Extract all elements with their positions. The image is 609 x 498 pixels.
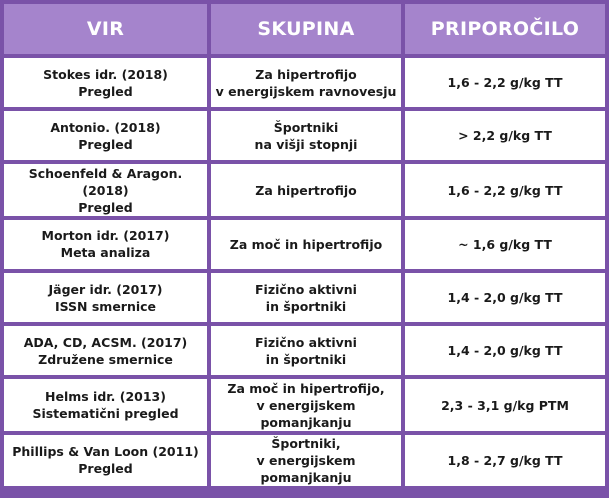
cell-source: Phillips & Van Loon (2011) Pregled — [4, 434, 207, 486]
cell-group-line: v energijskem pomanjkanju — [256, 397, 356, 430]
header-group: SKUPINA — [211, 4, 401, 54]
table-row: Helms idr. (2013) Sistematični pregled Za … — [4, 379, 605, 431]
cell-recommendation: 1,4 - 2,0 g/kg TT — [405, 326, 605, 376]
cell-source-line: Schoenfeld & Aragon. (2018) — [28, 165, 183, 198]
cell-source-line: Phillips & Van Loon (2011) — [12, 444, 199, 460]
cell-group: Za hipertrofijo v energijskem ravnovesju — [211, 58, 401, 108]
cell-source-line: Pregled — [78, 199, 133, 215]
cell-source: Helms idr. (2013) Sistematični pregled — [4, 379, 207, 431]
cell-group-line: Za hipertrofijo — [255, 66, 357, 82]
cell-group: Za hipertrofijo — [211, 164, 401, 216]
cell-recommendation: 1,4 - 2,0 g/kg TT — [405, 272, 605, 323]
header-row: VIR SKUPINA PRIPOROČILO — [4, 4, 605, 54]
cell-group: Fizično aktivni in športniki — [211, 272, 401, 323]
table-row: Phillips & Van Loon (2011) Pregled Športni… — [4, 434, 605, 486]
cell-source: Stokes idr. (2018) Pregled — [4, 58, 207, 108]
cell-group-line: Fizično aktivni — [255, 334, 357, 350]
cell-source-line: Združene smernice — [38, 351, 173, 367]
cell-source-line: Helms idr. (2013) — [45, 389, 166, 405]
cell-group: Za moč in hipertrofijo, v energijskem pom… — [211, 379, 401, 431]
header-recommendation: PRIPOROČILO — [405, 4, 605, 54]
cell-group-line: in športniki — [265, 351, 347, 367]
table-row: Jäger idr. (2017) ISSN smernice Fizično ak… — [4, 272, 605, 323]
cell-source-line: Antonio. (2018) — [50, 119, 161, 135]
cell-source: Antonio. (2018) Pregled — [4, 111, 207, 161]
cell-source-line: Sistematični pregled — [32, 406, 179, 422]
cell-group-line: Za hipertrofijo — [255, 182, 357, 198]
cell-group-line: v energijskem pomanjkanju — [256, 452, 356, 485]
table-row: Antonio. (2018) Pregled Športniki na višji … — [4, 111, 605, 161]
cell-group: Fizično aktivni in športniki — [211, 326, 401, 376]
table-row: ADA, CD, ACSM. (2017) Združene smernice Fi… — [4, 326, 605, 376]
cell-source-line: Morton idr. (2017) — [41, 228, 170, 244]
cell-group-line: Fizično aktivni — [255, 281, 357, 297]
cell-recommendation: > 2,2 g/kg TT — [405, 111, 605, 161]
cell-group-line: Športniki, — [271, 435, 341, 451]
cell-recommendation: ~ 1,6 g/kg TT — [405, 219, 605, 269]
cell-source-line: Pregled — [78, 83, 133, 99]
cell-group-line: Za moč in hipertrofijo — [229, 236, 383, 252]
cell-source: ADA, CD, ACSM. (2017) Združene smernice — [4, 326, 207, 376]
cell-source-line: Meta analiza — [60, 245, 151, 261]
table-row: Morton idr. (2017) Meta analiza Za moč in … — [4, 219, 605, 269]
cell-source-line: Jäger idr. (2017) — [48, 281, 163, 297]
cell-source: Morton idr. (2017) Meta analiza — [4, 219, 207, 269]
cell-group-line: in športniki — [265, 298, 347, 314]
table-row: Schoenfeld & Aragon. (2018) Pregled Za hip… — [4, 164, 605, 216]
cell-group-line: Športniki — [273, 119, 339, 135]
cell-source-line: Pregled — [78, 461, 133, 477]
cell-group-line: Za moč in hipertrofijo, — [227, 380, 385, 396]
cell-group: Športniki, v energijskem pomanjkanju — [211, 434, 401, 486]
cell-group: Za moč in hipertrofijo — [211, 219, 401, 269]
cell-source: Jäger idr. (2017) ISSN smernice — [4, 272, 207, 323]
cell-source-line: Stokes idr. (2018) — [43, 66, 168, 82]
cell-source-line: ADA, CD, ACSM. (2017) — [23, 334, 188, 350]
cell-group: Športniki na višji stopnji — [211, 111, 401, 161]
cell-recommendation: 1,8 - 2,7 g/kg TT — [405, 434, 605, 486]
cell-group-line: na višji stopnji — [254, 136, 358, 152]
header-source: VIR — [4, 4, 207, 54]
cell-source-line: Pregled — [78, 136, 133, 152]
cell-recommendation: 1,6 - 2,2 g/kg TT — [405, 164, 605, 216]
table-row: Stokes idr. (2018) Pregled Za hipertrofijo… — [4, 58, 605, 108]
cell-group-line: v energijskem ravnovesju — [215, 83, 397, 99]
cell-source: Schoenfeld & Aragon. (2018) Pregled — [4, 164, 207, 216]
cell-source-line: ISSN smernice — [54, 298, 157, 314]
cell-recommendation: 1,6 - 2,2 g/kg TT — [405, 58, 605, 108]
cell-recommendation: 2,3 - 3,1 g/kg PTM — [405, 379, 605, 431]
